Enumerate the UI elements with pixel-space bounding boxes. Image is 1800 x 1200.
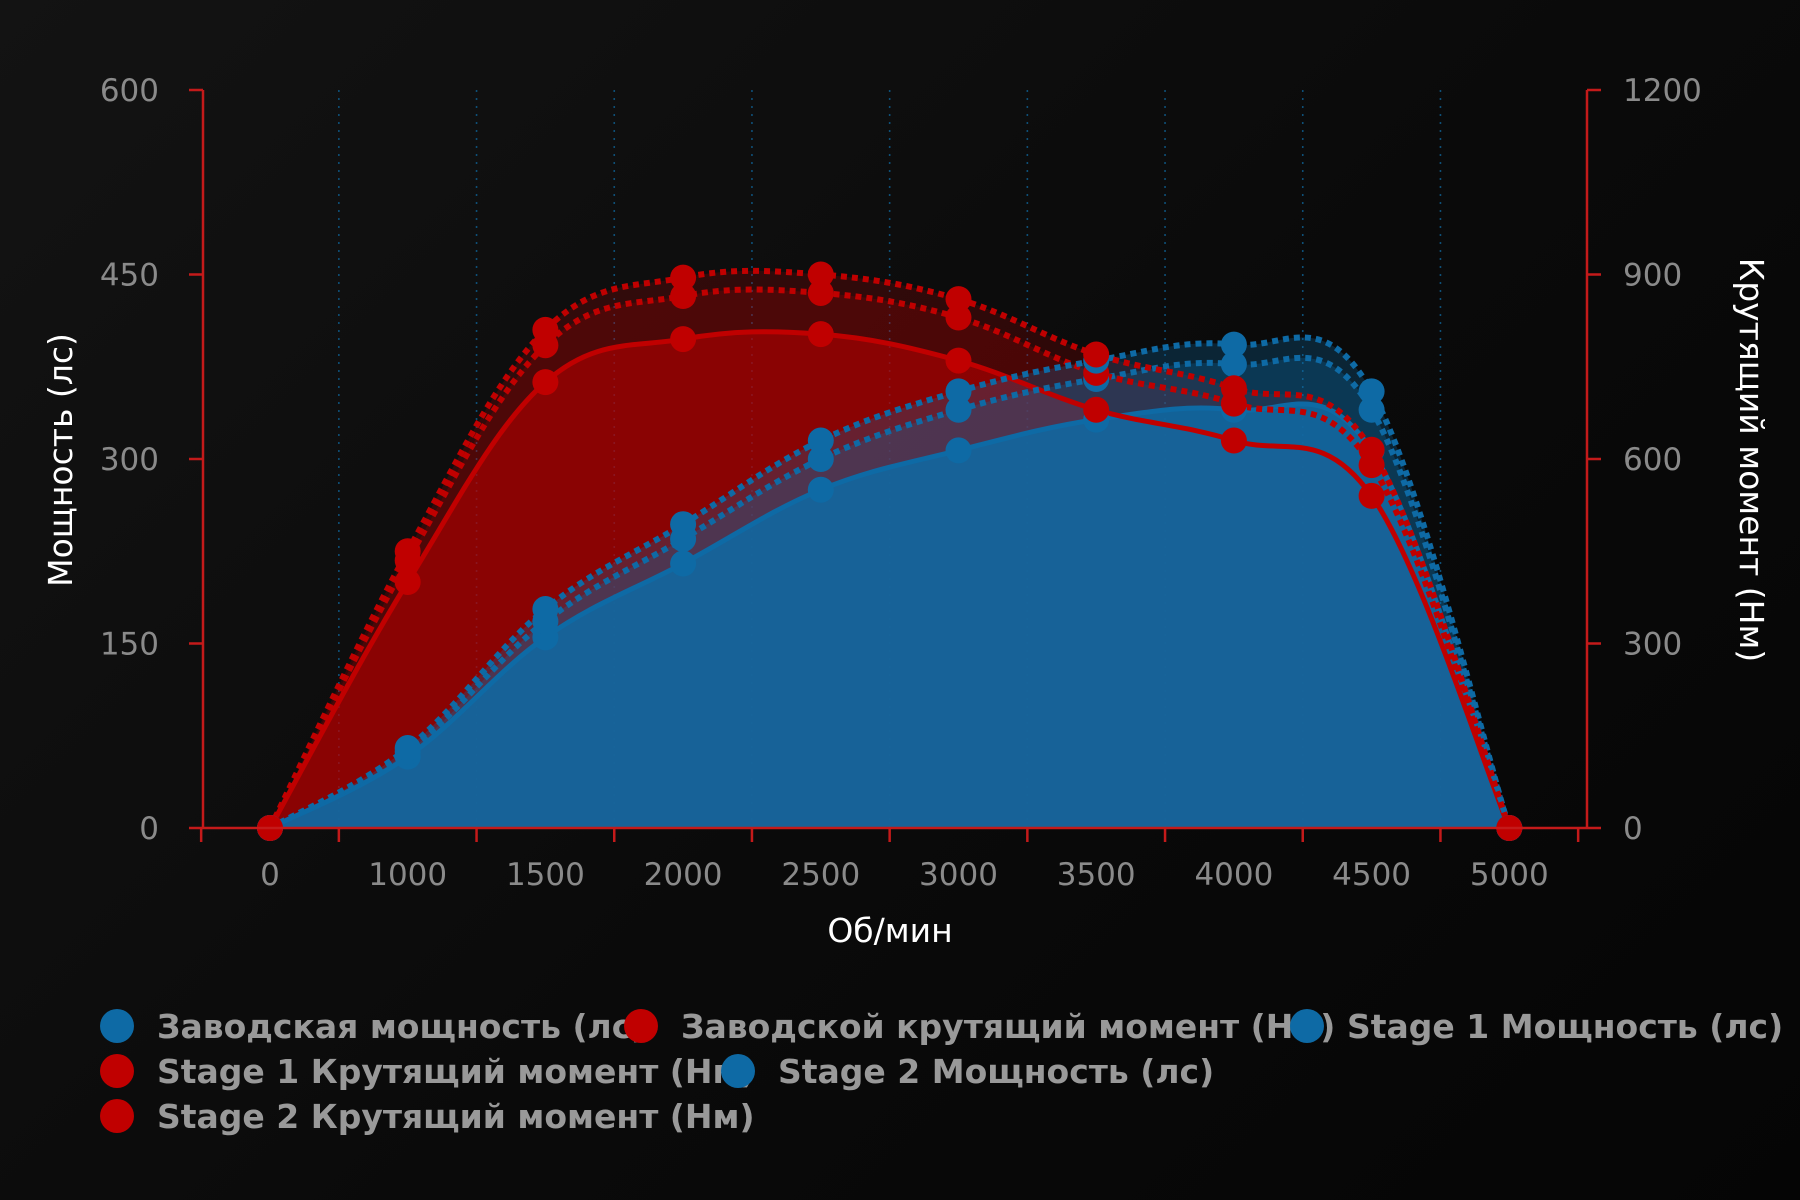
legend-marker-3: [1290, 1009, 1324, 1043]
data-point-2-3: [532, 369, 559, 396]
data-point-6-8: [1220, 375, 1247, 402]
legend-marker-2: [624, 1009, 658, 1043]
data-point-5-3: [532, 596, 559, 623]
data-point-3-8: [1220, 351, 1247, 378]
data-point-2-7: [1083, 396, 1110, 423]
data-point-2-4: [670, 326, 697, 353]
data-point-5-8: [1220, 331, 1247, 358]
x-tick-label: 2500: [781, 857, 860, 893]
y-left-tick-label: 300: [100, 442, 159, 478]
y-right-tick-label: 300: [1623, 627, 1682, 663]
legend-label-3: Stage 1 Мощность (лс): [1347, 1007, 1783, 1046]
data-point-6-5: [807, 261, 834, 288]
series-area-3: [270, 357, 1510, 828]
y-left-tick-label: 450: [100, 258, 159, 294]
x-tick-label: 4500: [1332, 857, 1411, 893]
data-point-2-6: [945, 347, 972, 374]
legend-label-2: Заводской крутящий момент (Нм): [681, 1007, 1335, 1046]
x-tick-label: 5000: [1470, 857, 1549, 893]
y-left-tick-label: 600: [100, 73, 159, 109]
data-point-6-3: [532, 316, 559, 343]
power-areas: [270, 337, 1510, 828]
legend-marker-1: [100, 1009, 134, 1043]
legend-marker-4: [100, 1054, 134, 1088]
data-point-1-4: [670, 550, 697, 577]
data-point-1-5: [807, 476, 834, 503]
data-point-4-4: [670, 283, 697, 310]
x-tick-label: 3000: [919, 857, 998, 893]
axes: 0 150 300 450 600 0 300 600 900 1200 0 1000 1500 2000…: [100, 73, 1702, 893]
series-line-6: [267, 267, 1513, 830]
legend-marker-5: [721, 1054, 755, 1088]
data-point-6-6: [945, 286, 972, 313]
data-point-6-7: [1083, 341, 1110, 368]
data-point-4-6: [945, 304, 972, 331]
x-tick-label: 1500: [506, 857, 585, 893]
data-point-2-9: [1358, 482, 1385, 509]
data-point-2-2: [394, 569, 421, 595]
y-axis-left-title: Мощность (лс): [41, 333, 80, 587]
legend-label-5: Stage 2 Мощность (лс): [778, 1052, 1214, 1091]
series-area-1: [270, 403, 1510, 828]
data-point-6-9: [1358, 436, 1385, 463]
data-point-5-4: [670, 511, 697, 538]
x-tick-label: 0: [260, 857, 280, 893]
data-point-3-6: [945, 396, 972, 423]
y-right-tick-label: 600: [1623, 442, 1682, 478]
series-points: [257, 261, 1523, 841]
data-point-5-6: [945, 378, 972, 405]
data-point-5-2: [394, 735, 421, 762]
y-left-tick-label: 150: [100, 627, 159, 663]
x-tick-label: 2000: [644, 857, 723, 893]
data-point-6-4: [670, 264, 697, 291]
y-right-tick-label: 0: [1623, 811, 1643, 847]
y-right-tick-label: 900: [1623, 258, 1682, 294]
legend: Заводская мощность (лс) Заводской крутящи…: [100, 1007, 1783, 1136]
x-tick-label: 3500: [1057, 857, 1136, 893]
y-right-tick-label: 1200: [1623, 73, 1702, 109]
data-point-5-9: [1358, 378, 1385, 405]
legend-label-6: Stage 2 Крутящий момент (Нм): [157, 1097, 755, 1136]
data-point-1-6: [945, 437, 972, 464]
x-axis-title: Об/мин: [827, 911, 952, 950]
data-point-2-5: [807, 321, 834, 348]
y-left-tick-label: 0: [139, 811, 159, 847]
legend-label-4: Stage 1 Крутящий момент (Нм): [157, 1052, 755, 1091]
series-line-4: [267, 286, 1513, 830]
legend-marker-6: [100, 1099, 134, 1133]
data-point-5-5: [807, 427, 834, 454]
x-tick-label: 4000: [1194, 857, 1273, 893]
y-axis-right-title: Крутящий момент (Нм): [1732, 258, 1771, 662]
data-point-2-8: [1220, 427, 1247, 454]
series-area-5: [270, 337, 1510, 828]
series-line-2: [267, 329, 1512, 830]
data-point-3-9: [1358, 396, 1385, 423]
data-point-4-5: [807, 279, 834, 306]
x-tick-label: 1000: [368, 857, 447, 893]
data-point-3-5: [807, 446, 834, 472]
series-line-3: [268, 354, 1513, 831]
data-point-6-2: [394, 538, 421, 565]
legend-label-1: Заводская мощность (лс): [157, 1007, 646, 1046]
